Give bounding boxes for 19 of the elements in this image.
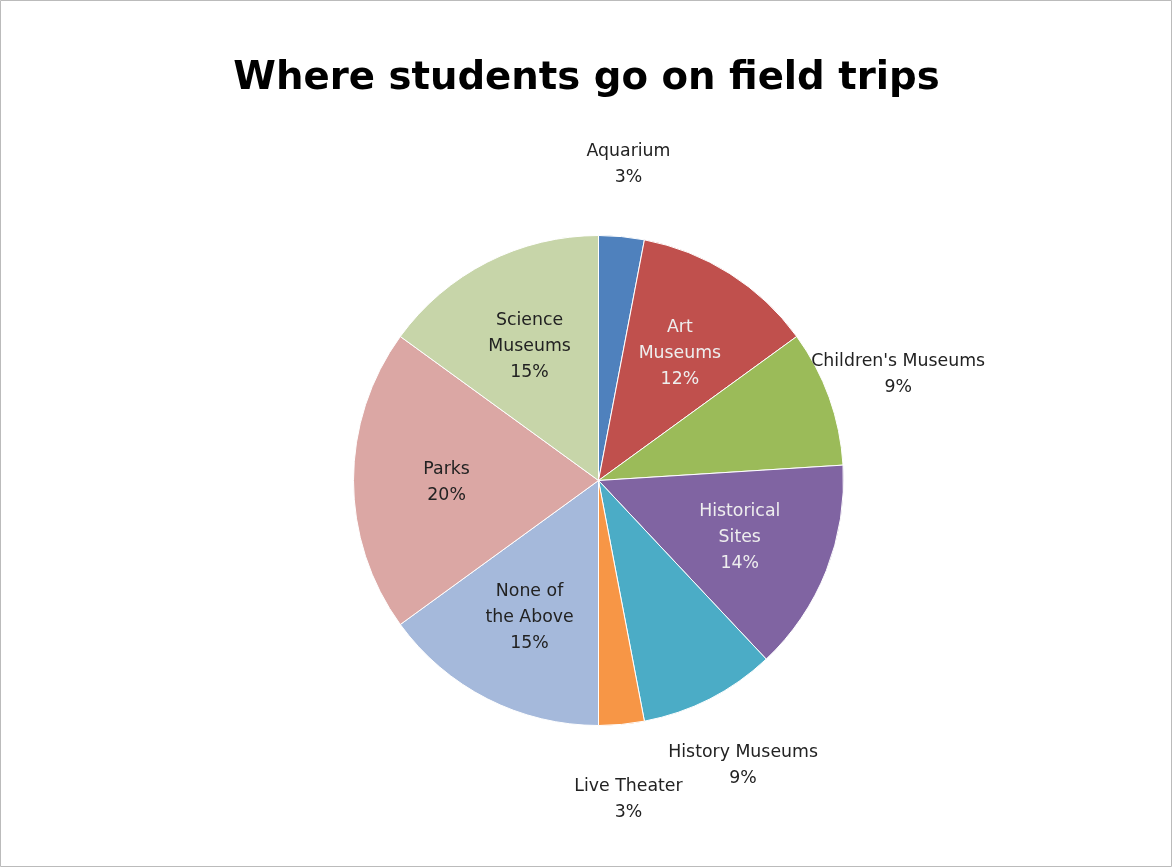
slice-label: Historical Sites — [699, 500, 781, 547]
data-label: 14% — [720, 552, 759, 573]
slice-label: Science Museums — [488, 309, 571, 356]
data-label: 9% — [884, 375, 912, 396]
data-label: 3% — [614, 166, 643, 187]
data-label: 9% — [729, 767, 757, 788]
data-label: 20% — [427, 483, 466, 504]
slice-label: Art Museums — [638, 316, 722, 363]
slice-label: Children's Museums — [811, 349, 986, 370]
data-label: 15% — [510, 361, 549, 382]
slice-label: Aquarium — [586, 140, 671, 161]
data-label: 3% — [614, 800, 643, 821]
chart-title: Where students go on field trips — [233, 53, 940, 98]
slice-label: History Museums — [668, 741, 818, 762]
slice-label: None of the Above — [485, 579, 574, 626]
slice-label: Parks — [423, 457, 470, 478]
slice-label: Live Theater — [574, 774, 684, 795]
data-label: 12% — [660, 368, 700, 389]
data-label: 15% — [510, 631, 549, 652]
